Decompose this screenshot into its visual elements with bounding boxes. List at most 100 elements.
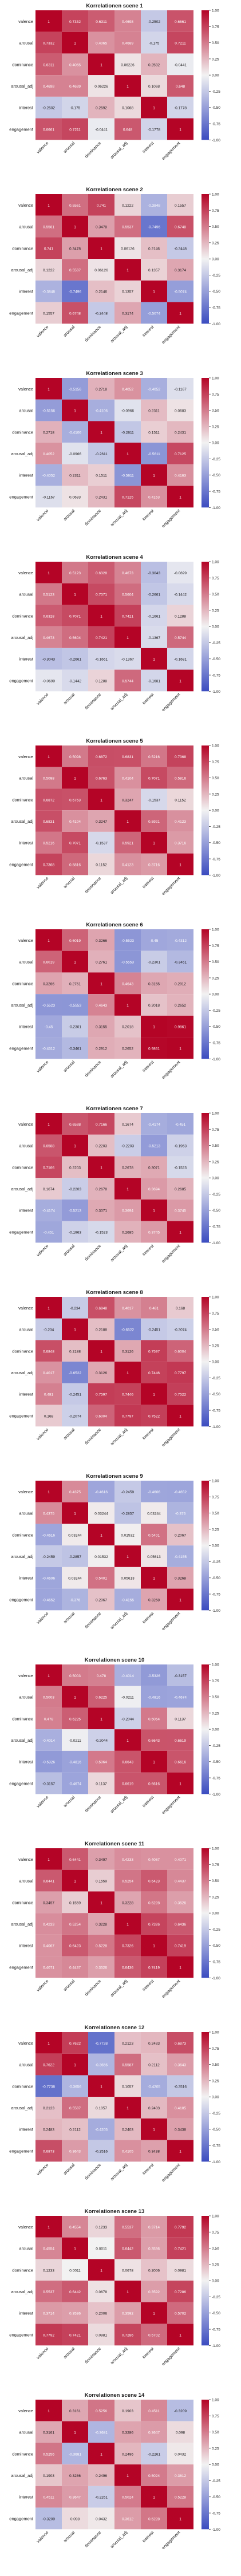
cell-value-label: 1 (153, 842, 155, 846)
heatmap-cell (88, 1318, 114, 1340)
heatmap-cell (88, 605, 114, 627)
colorbar-tick-label: -0.25 (212, 1744, 220, 1748)
heatmap-cell (62, 2140, 88, 2162)
cell-value-label: -0.2857 (69, 1555, 81, 1559)
cell-value-label: 0.7326 (148, 1923, 160, 1927)
cell-value-label: 0.2146 (148, 247, 160, 251)
column-tick-label: dominance (84, 1611, 102, 1629)
heatmap-cell (35, 1686, 62, 1708)
chart-title: Korrelationen scene 5 (86, 738, 143, 744)
colorbar-tick-label: 1.00 (212, 1663, 219, 1667)
heatmap-cell (167, 1729, 193, 1751)
colorbar-tick-label: 0.25 (212, 2447, 219, 2451)
heatmap-cell (88, 2053, 114, 2076)
heatmap-cell (88, 1524, 114, 1546)
heatmap-cell (167, 1934, 193, 1956)
heatmap-cell (167, 2075, 193, 2097)
cell-value-label: 0.4065 (96, 42, 107, 46)
cell-value-label: -0.2516 (174, 2085, 187, 2089)
cell-value-label: 0.3266 (43, 982, 54, 986)
cell-value-label: 0.2761 (69, 982, 81, 986)
cell-value-label: 1 (48, 755, 50, 759)
cell-value-label: 0.6831 (122, 755, 133, 759)
cell-value-label: 1 (153, 290, 155, 294)
cell-value-label: 0.3497 (43, 1901, 54, 1905)
cell-value-label: 0.3643 (69, 2149, 81, 2153)
row-tick-label: arousal_adj (11, 267, 33, 273)
heatmap-cell (114, 972, 141, 995)
heatmap-cell (35, 118, 62, 140)
row-tick-label: dominance (12, 981, 33, 986)
heatmap-cell (62, 378, 88, 400)
colorbar-tick-label: -0.50 (212, 474, 220, 478)
heatmap-cell (35, 2075, 62, 2097)
heatmap-cell (114, 2281, 141, 2302)
cell-value-label: -0.1681 (148, 679, 160, 683)
cell-value-label: 0.5228 (175, 2496, 186, 2500)
heatmap-cell (62, 1956, 88, 1978)
heatmap-cell (167, 994, 193, 1016)
row-tick-label: valence (18, 1673, 33, 1678)
colorbar-tick-label: 0.50 (212, 225, 219, 229)
cell-value-label: 0.4375 (43, 1512, 54, 1516)
heatmap-cell (167, 2421, 193, 2443)
heatmap-cell (88, 767, 114, 789)
colorbar-tick-label: 0.25 (212, 2263, 219, 2267)
cell-value-label: 1 (153, 1025, 155, 1029)
heatmap-cell (35, 10, 62, 32)
heatmap-cell (35, 215, 62, 238)
heatmap-cell (141, 2400, 167, 2421)
heatmap-cell (88, 1502, 114, 1524)
heatmap-cell (62, 118, 88, 140)
cell-value-label: 0.6643 (148, 1739, 160, 1743)
cell-value-label: 0.2018 (122, 1025, 133, 1029)
heatmap-cell (114, 443, 141, 464)
heatmap-cell (141, 929, 167, 951)
cell-value-label: -0.5553 (121, 961, 134, 965)
column-tick-label: interest (141, 875, 155, 889)
colorbar-tick-label: -0.75 (212, 2144, 220, 2148)
heatmap-cell (62, 831, 88, 854)
cell-value-label: -0.5156 (69, 388, 81, 392)
colorbar (202, 1664, 209, 1794)
heatmap-cell (167, 2216, 193, 2238)
cell-value-label: 1 (153, 106, 155, 111)
row-tick-label: interest (19, 2495, 34, 2500)
colorbar-tick-label: 0.00 (212, 2096, 219, 2100)
cell-value-label: 0.2912 (96, 1047, 107, 1051)
cell-value-label: 1 (74, 1145, 76, 1149)
heatmap-cell (141, 421, 167, 443)
cell-value-label: 1 (153, 1209, 155, 1213)
heatmap-cell (141, 1956, 167, 1978)
cell-value-label: 1 (179, 1230, 181, 1234)
chart-title: Korrelationen scene 13 (85, 2208, 145, 2215)
heatmap-cell (62, 1772, 88, 1794)
cell-value-label: 1 (48, 20, 50, 24)
cell-value-label: -0.2074 (69, 1414, 81, 1418)
heatmap-cell (35, 831, 62, 854)
heatmap-panel: Korrelationen scene 9 1 0.4375 -0.4616 -0.24… (9, 1473, 220, 1631)
colorbar (202, 2216, 209, 2346)
cell-value-label: 0.1137 (175, 1717, 186, 1721)
heatmap-cell (141, 1037, 167, 1059)
cell-value-label: 0.5604 (69, 636, 81, 640)
heatmap-cell (141, 10, 167, 32)
cell-value-label: -0.3209 (42, 2517, 55, 2521)
cell-value-label: 0.2483 (43, 2128, 54, 2132)
heatmap-cell (167, 1891, 193, 1914)
cell-value-label: 0.0011 (69, 2269, 81, 2273)
cell-value-label: -0.2044 (95, 1739, 108, 1743)
heatmap-cell (167, 1956, 193, 1978)
cell-value-label: 0.2123 (43, 2106, 54, 2110)
cell-value-label: -0.0441 (174, 63, 187, 67)
heatmap-cell (62, 194, 88, 216)
cell-value-label: 0.2685 (122, 1230, 133, 1234)
heatmap-cell (35, 788, 62, 811)
colorbar-tick-label: 0.75 (212, 760, 219, 764)
column-tick-label: arousal_adj (109, 1059, 129, 1079)
cell-value-label: 0.3228 (96, 1923, 107, 1927)
cell-value-label: 0.5537 (43, 2290, 54, 2294)
heatmap-cell (167, 1383, 193, 1405)
cell-value-label: 0.4071 (175, 1858, 186, 1862)
cell-value-label: 0.3497 (96, 1858, 107, 1862)
